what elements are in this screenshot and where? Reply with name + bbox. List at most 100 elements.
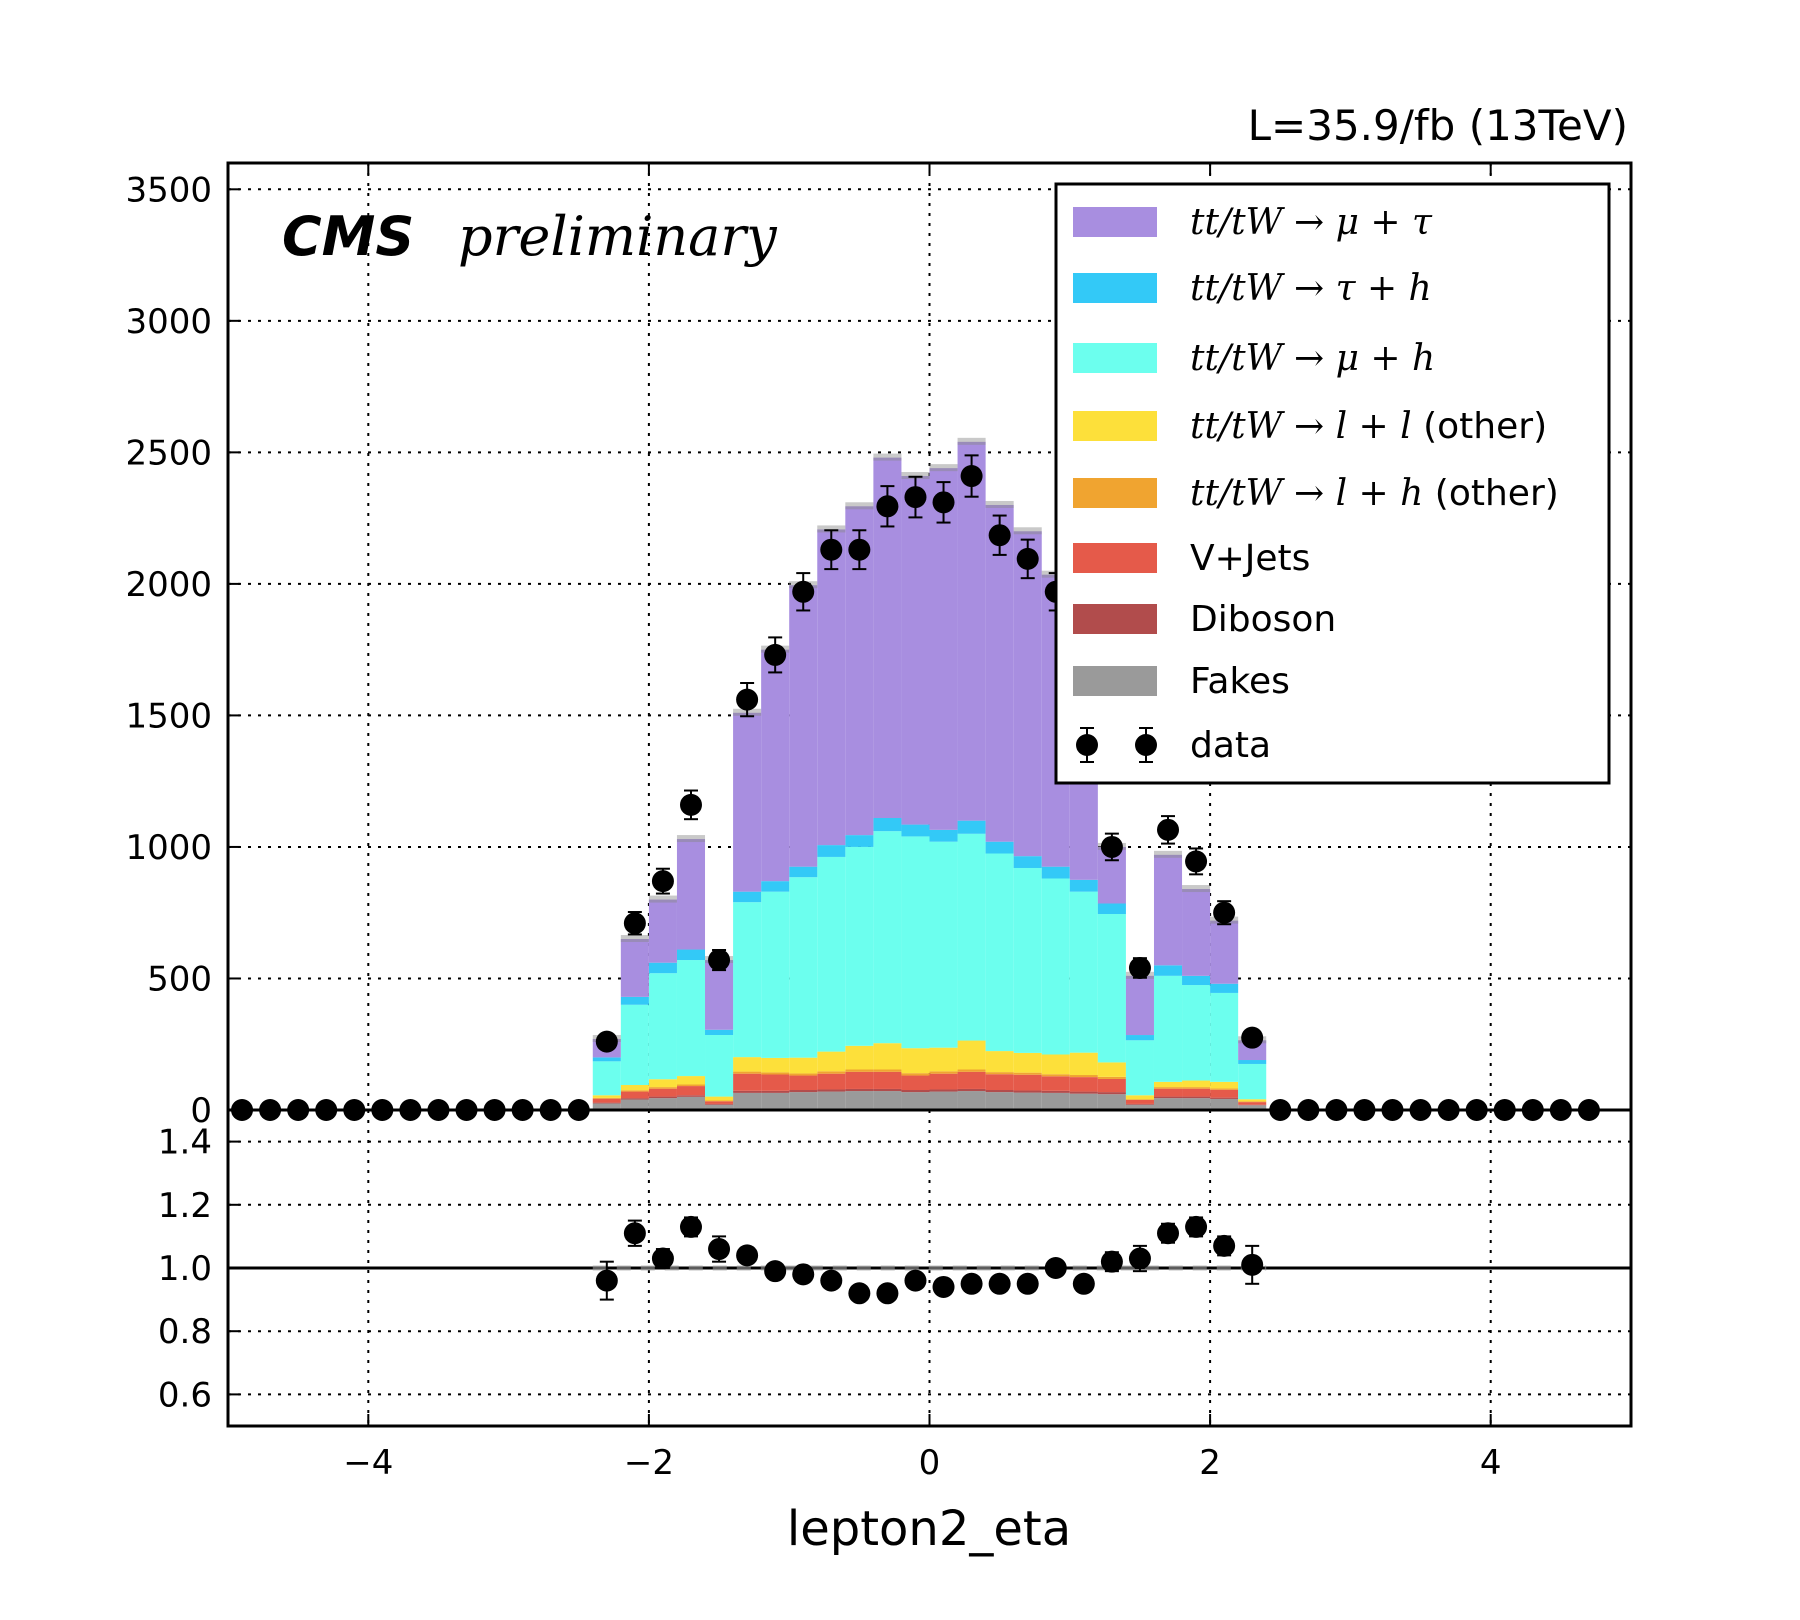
bar-tt-ll-other: [648, 1079, 677, 1088]
legend-swatch-tt-tau-h: [1073, 273, 1157, 303]
legend-label-tt-lh-other: tt/tW → l + h (other): [1190, 473, 1559, 514]
ratio-y-tick-label: 0.8: [158, 1312, 212, 1352]
bar-tt-ll-other: [705, 1096, 734, 1101]
bar-vjets: [1182, 1088, 1211, 1097]
ratio-panel: 0.6 0.8 1.0 1.2 1.4 −4 −2 0 2 4: [158, 163, 1633, 1483]
bar-tt-lh-other: [817, 1071, 846, 1074]
bar-vjets: [1041, 1076, 1070, 1091]
bar-tt-mu-tau: [733, 712, 762, 892]
ratio-point: [1128, 1244, 1151, 1273]
data-point: [792, 572, 815, 612]
bar-tt-mu-h: [1097, 914, 1126, 1063]
bar-tt-tau-h: [901, 824, 930, 837]
lumi-label: L=35.9/fb (13TeV): [1248, 101, 1628, 150]
stack-uncertainty-band: [1013, 527, 1042, 535]
ratio-point: [1185, 1215, 1208, 1238]
bar-vjets: [1238, 1102, 1267, 1105]
bar-tt-tau-h: [873, 818, 902, 832]
bar-fakes: [1153, 1098, 1183, 1110]
stack-uncertainty-band: [1182, 885, 1211, 893]
ratio-point: [960, 1272, 983, 1295]
bar-tt-tau-h: [1182, 975, 1211, 986]
ratio-point: [1157, 1222, 1180, 1245]
bar-tt-mu-h: [648, 973, 677, 1080]
ratio-y-tick-label: 1.0: [158, 1249, 212, 1289]
bar-tt-tau-h: [705, 1029, 734, 1036]
bar-tt-tau-h: [1210, 983, 1239, 993]
bar-tt-mu-tau: [1125, 975, 1154, 1036]
preliminary-label: preliminary: [458, 205, 778, 268]
bar-fakes: [845, 1091, 874, 1110]
legend-swatch-tt-ll-other: [1073, 411, 1157, 441]
ratio-point: [1016, 1272, 1039, 1295]
bar-vjets: [789, 1075, 818, 1091]
bar-diboson: [789, 1090, 818, 1093]
x-axis-label: lepton2_eta: [787, 1501, 1071, 1557]
data-point: [1128, 956, 1151, 979]
bar-tt-lh-other: [1238, 1101, 1267, 1103]
bar-tt-mu-h: [733, 902, 762, 1058]
ratio-point: [904, 1269, 927, 1292]
bar-diboson: [985, 1090, 1014, 1093]
x-tick-label: 0: [919, 1443, 941, 1483]
bar-tt-lh-other: [705, 1100, 734, 1102]
bar-tt-ll-other: [873, 1043, 902, 1070]
bar-tt-tau-h: [1069, 879, 1098, 892]
bar-vjets: [648, 1088, 677, 1097]
data-point: [1213, 900, 1236, 926]
bar-fakes: [789, 1092, 818, 1110]
bar-tt-tau-h: [1125, 1035, 1154, 1041]
stack-uncertainty-band: [873, 453, 902, 461]
x-axis-ticks: −4 −2 0 2 4: [343, 163, 1502, 1483]
ratio-point: [792, 1263, 815, 1286]
bar-tt-ll-other: [1069, 1052, 1098, 1076]
bar-tt-mu-h: [1153, 975, 1183, 1082]
legend-label-tt-tau-h: tt/tW → τ + h: [1190, 268, 1432, 309]
bar-tt-ll-other: [901, 1048, 930, 1074]
ratio-point: [708, 1235, 731, 1263]
data-point: [623, 911, 646, 936]
data-point: [1185, 847, 1208, 876]
bar-tt-lh-other: [1153, 1087, 1183, 1089]
bar-vjets: [957, 1071, 986, 1089]
bar-fakes: [817, 1091, 846, 1110]
main-y-tick-label: 3500: [125, 170, 212, 210]
bar-tt-mu-h: [620, 1004, 649, 1086]
data-point: [848, 529, 871, 571]
bar-tt-tau-h: [733, 891, 762, 903]
data-point: [960, 454, 983, 498]
bar-tt-ll-other: [1182, 1080, 1211, 1088]
data-point: [764, 636, 787, 674]
bar-tt-ll-other: [592, 1095, 621, 1098]
bar-tt-mu-h: [1125, 1040, 1154, 1096]
main-y-tick-label: 0: [190, 1091, 212, 1131]
data-point: [1241, 1026, 1264, 1049]
bar-tt-mu-h: [929, 841, 958, 1048]
bar-tt-ll-other: [733, 1057, 762, 1072]
bar-tt-tau-h: [1238, 1060, 1267, 1064]
ratio-y-tick-label: 1.2: [158, 1186, 212, 1226]
bar-fakes: [1125, 1104, 1154, 1110]
stack-uncertainty-band: [817, 525, 846, 533]
bar-diboson: [1125, 1103, 1154, 1105]
bar-fakes: [985, 1092, 1014, 1110]
main-y-tick-label: 2000: [125, 565, 212, 605]
bar-tt-mu-tau: [1182, 889, 1211, 976]
bar-fakes: [1210, 1098, 1239, 1110]
bar-diboson: [1210, 1097, 1239, 1099]
bar-tt-mu-tau: [620, 939, 649, 997]
bar-tt-tau-h: [648, 962, 677, 974]
bar-tt-mu-h: [1210, 992, 1239, 1082]
bar-diboson: [901, 1090, 930, 1093]
data-point: [679, 789, 702, 821]
data-point: [988, 514, 1011, 556]
bar-tt-mu-tau: [957, 441, 986, 821]
bar-fakes: [676, 1096, 706, 1110]
bar-vjets: [1153, 1088, 1183, 1097]
bar-tt-tau-h: [1013, 856, 1042, 868]
bar-tt-lh-other: [620, 1090, 649, 1092]
main-y-axis-ticks: 0 500 1000 1500 2000 2500 3000 3500: [125, 170, 240, 1131]
bar-tt-ll-other: [1153, 1081, 1183, 1088]
bar-diboson: [1182, 1096, 1211, 1099]
bar-diboson: [1097, 1092, 1126, 1095]
